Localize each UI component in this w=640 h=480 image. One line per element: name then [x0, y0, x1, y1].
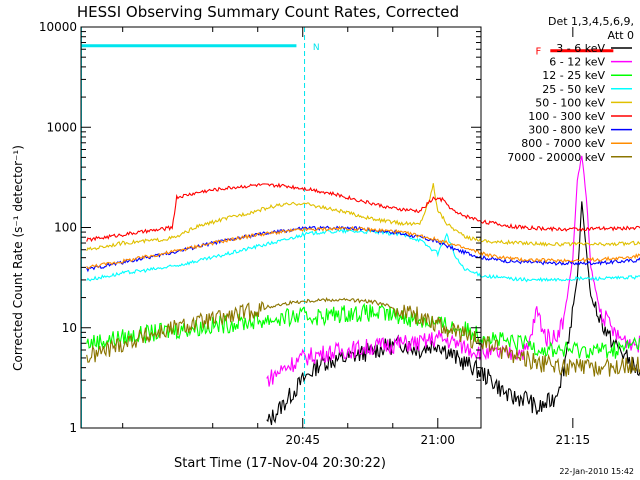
y-tick-label: 10000: [39, 20, 77, 34]
x-axis-label: Start Time (17-Nov-04 20:30:22): [174, 456, 386, 471]
legend-label: 12 - 25 keV: [542, 69, 605, 82]
legend-header-detectors: Det 1,3,4,5,6,9,: [548, 15, 634, 28]
legend-label: 100 - 300 keV: [528, 110, 605, 123]
legend-label: 300 - 800 keV: [528, 124, 605, 137]
flare-label: F: [536, 47, 542, 58]
series-line-25-50-kev: [86, 228, 640, 283]
y-tick-label: 1: [69, 421, 77, 435]
legend-label: 6 - 12 keV: [549, 56, 605, 69]
legend-header-attenuator: Att 0: [608, 29, 634, 42]
y-tick-label: 100: [54, 221, 77, 235]
series-line-800-7000-kev: [86, 225, 640, 270]
legend-label: 50 - 100 keV: [535, 96, 605, 109]
y-tick-label: 10: [62, 321, 77, 335]
series-line-3-6-kev: [266, 201, 640, 426]
legend-label: 3 - 6 keV: [556, 42, 605, 55]
series-line-50-100-kev: [86, 183, 640, 252]
night-label: N: [313, 43, 320, 53]
chart-title: HESSI Observing Summary Count Rates, Cor…: [77, 3, 459, 21]
y-axis-label: Corrected Count Rate (s⁻¹ detector⁻¹): [11, 145, 25, 371]
series-line-6-12-kev: [266, 155, 640, 387]
x-tick-label: 21:00: [420, 433, 455, 447]
legend-label: 800 - 7000 keV: [521, 137, 605, 150]
series-line-300-800-kev: [86, 225, 640, 273]
x-tick-label: 20:45: [285, 433, 320, 447]
y-tick-label: 1000: [46, 120, 77, 134]
series-line-100-300-kev: [86, 182, 640, 243]
footer-date: 22-Jan-2010 15:42: [559, 467, 634, 476]
legend-label: 25 - 50 keV: [542, 83, 605, 96]
series-line-7000-20000-kev: [86, 296, 640, 377]
x-tick-label: 21:15: [556, 433, 591, 447]
legend-label: 7000 - 20000 keV: [507, 151, 605, 164]
series-line-12-25-kev: [86, 302, 640, 359]
